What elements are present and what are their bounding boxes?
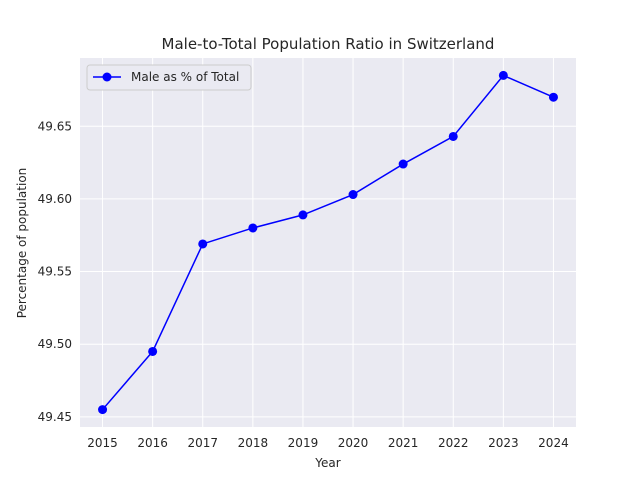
data-point: [248, 223, 258, 233]
legend-marker-swatch: [102, 72, 112, 82]
legend: Male as % of Total: [86, 64, 252, 91]
legend-box: [86, 64, 252, 91]
y-tick-label: 49.55: [38, 265, 72, 279]
grid-lines: [80, 58, 576, 427]
y-tick-labels: 49.45 49.50 49.55 49.60 49.65: [38, 119, 72, 424]
legend-label: Male as % of Total: [131, 70, 239, 84]
x-tick-label: 2022: [438, 436, 469, 450]
data-point: [98, 405, 108, 415]
data-point: [498, 70, 508, 80]
x-tick-label: 2018: [238, 436, 269, 450]
chart-title: Male-to-Total Population Ratio in Switze…: [162, 35, 495, 53]
y-tick-label: 49.50: [38, 337, 72, 351]
x-tick-labels: 2015 2016 2017 2018 2019 2020 2021 2022 2023 2024: [87, 436, 568, 450]
x-tick-label: 2015: [87, 436, 118, 450]
data-point: [148, 346, 158, 356]
series-line: [101, 74, 554, 411]
x-tick-label: 2024: [538, 436, 569, 450]
plot-area: [80, 58, 576, 427]
x-tick-label: 2016: [137, 436, 168, 450]
x-tick-label: 2023: [488, 436, 519, 450]
y-tick-label: 49.45: [38, 410, 72, 424]
y-tick-label: 49.60: [38, 192, 72, 206]
data-point: [548, 92, 558, 102]
series-group: [98, 70, 558, 415]
y-tick-label: 49.65: [38, 119, 72, 133]
data-point: [448, 131, 458, 141]
data-point: [398, 159, 408, 169]
x-tick-label: 2019: [288, 436, 319, 450]
data-point: [348, 190, 358, 200]
data-point: [298, 210, 308, 220]
x-axis-label: Year: [314, 456, 340, 470]
x-tick-label: 2021: [388, 436, 419, 450]
data-point: [198, 239, 208, 249]
x-tick-label: 2020: [338, 436, 369, 450]
y-axis-label: Percentage of population: [15, 168, 29, 319]
x-tick-label: 2017: [187, 436, 218, 450]
